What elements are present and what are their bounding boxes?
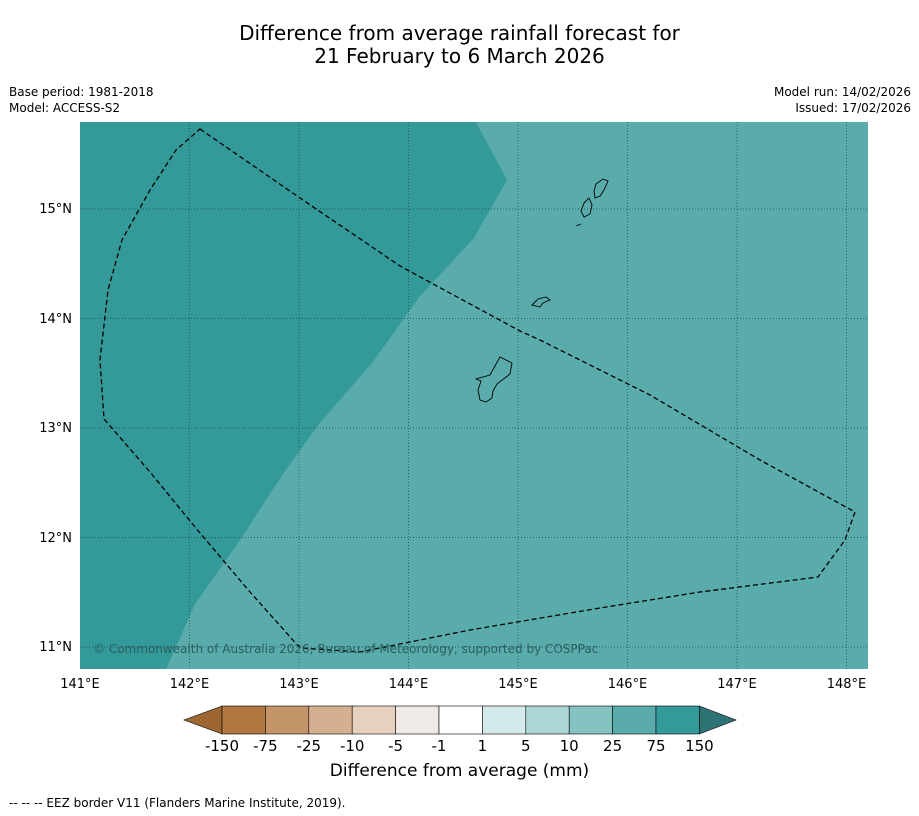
colorbar-tick-label: -75: [253, 737, 278, 755]
copyright-text: © Commonwealth of Australia 2026, Bureau…: [93, 642, 598, 656]
title-line-1: Difference from average rainfall forecas…: [239, 21, 680, 45]
colorbar-tick-label: -150: [205, 737, 239, 755]
colorbar-extend-low: [183, 705, 223, 735]
colorbar-extend-high: [699, 705, 737, 735]
colorbar-tick-label: 5: [521, 737, 531, 755]
colorbar-swatch-4: [351, 705, 396, 735]
lon-label-143: 143°E: [279, 677, 319, 692]
meta-right: Model run: 14/02/2026 Issued: 17/02/2026: [774, 84, 911, 116]
tinian-island: [580, 197, 593, 218]
lon-label-144: 144°E: [389, 677, 429, 692]
saipan-island: [593, 178, 609, 199]
lon-label-147: 147°E: [717, 677, 757, 692]
lat-label-15: 15°N: [39, 202, 72, 217]
colorbar-swatch-2: [265, 705, 310, 735]
colorbar-swatch-3: [308, 705, 353, 735]
colorbar-swatch-10: [612, 705, 657, 735]
colorbar-tick-label: 10: [560, 737, 579, 755]
meta-left: Base period: 1981-2018 Model: ACCESS-S2: [9, 84, 154, 116]
colorbar-swatch-1: [221, 705, 266, 735]
colorbar-tick-label: -5: [388, 737, 403, 755]
lat-label-12: 12°N: [39, 531, 72, 546]
colorbar-swatch-8: [525, 705, 570, 735]
lat-label-11: 11°N: [39, 640, 72, 655]
colorbar-swatch-11: [655, 705, 700, 735]
title-line-2: 21 February to 6 March 2026: [314, 44, 605, 68]
colorbar-tick-label: 1: [478, 737, 488, 755]
eez-border: [99, 128, 856, 653]
colorbar-tick-label: -25: [297, 737, 322, 755]
colorbar-tick-label: 150: [685, 737, 714, 755]
lon-label-146: 146°E: [608, 677, 648, 692]
lon-label-148: 148°E: [827, 677, 867, 692]
colorbar-swatch-5: [395, 705, 440, 735]
aguijan-islet: [575, 223, 582, 227]
lon-label-141: 141°E: [60, 677, 100, 692]
gridlines: [80, 122, 868, 669]
colorbar-tick-label: -1: [432, 737, 447, 755]
issued-date: Issued: 17/02/2026: [795, 101, 911, 115]
colorbar: -150 -75 -25 -10 -5 -1 1 5 10 25 75 150: [183, 705, 737, 755]
lat-label-14: 14°N: [39, 312, 72, 327]
colorbar-swatch-7: [482, 705, 527, 735]
lat-label-13: 13°N: [39, 421, 72, 436]
model-run: Model run: 14/02/2026: [773, 85, 911, 99]
model-name: Model: ACCESS-S2: [9, 101, 121, 115]
colorbar-tick-label: -10: [340, 737, 365, 755]
rota-island: [531, 296, 551, 308]
guam-island: [474, 356, 513, 403]
colorbar-label: Difference from average (mm): [329, 761, 590, 781]
colorbar-tick-label: 75: [646, 737, 665, 755]
colorbar-tick-label: 25: [603, 737, 622, 755]
lon-label-145: 145°E: [498, 677, 538, 692]
base-period: Base period: 1981-2018: [9, 85, 154, 99]
high-rainfall-region: [80, 122, 507, 669]
eez-footnote: -- -- -- EEZ border V11 (Flanders Marine…: [9, 796, 346, 810]
forecast-map: © Commonwealth of Australia 2026, Bureau…: [39, 122, 868, 755]
islands: [474, 178, 609, 403]
map-title: Difference from average rainfall forecas…: [0, 22, 919, 68]
lon-label-142: 142°E: [170, 677, 210, 692]
colorbar-swatch-6: [438, 705, 483, 735]
colorbar-swatch-9: [568, 705, 613, 735]
